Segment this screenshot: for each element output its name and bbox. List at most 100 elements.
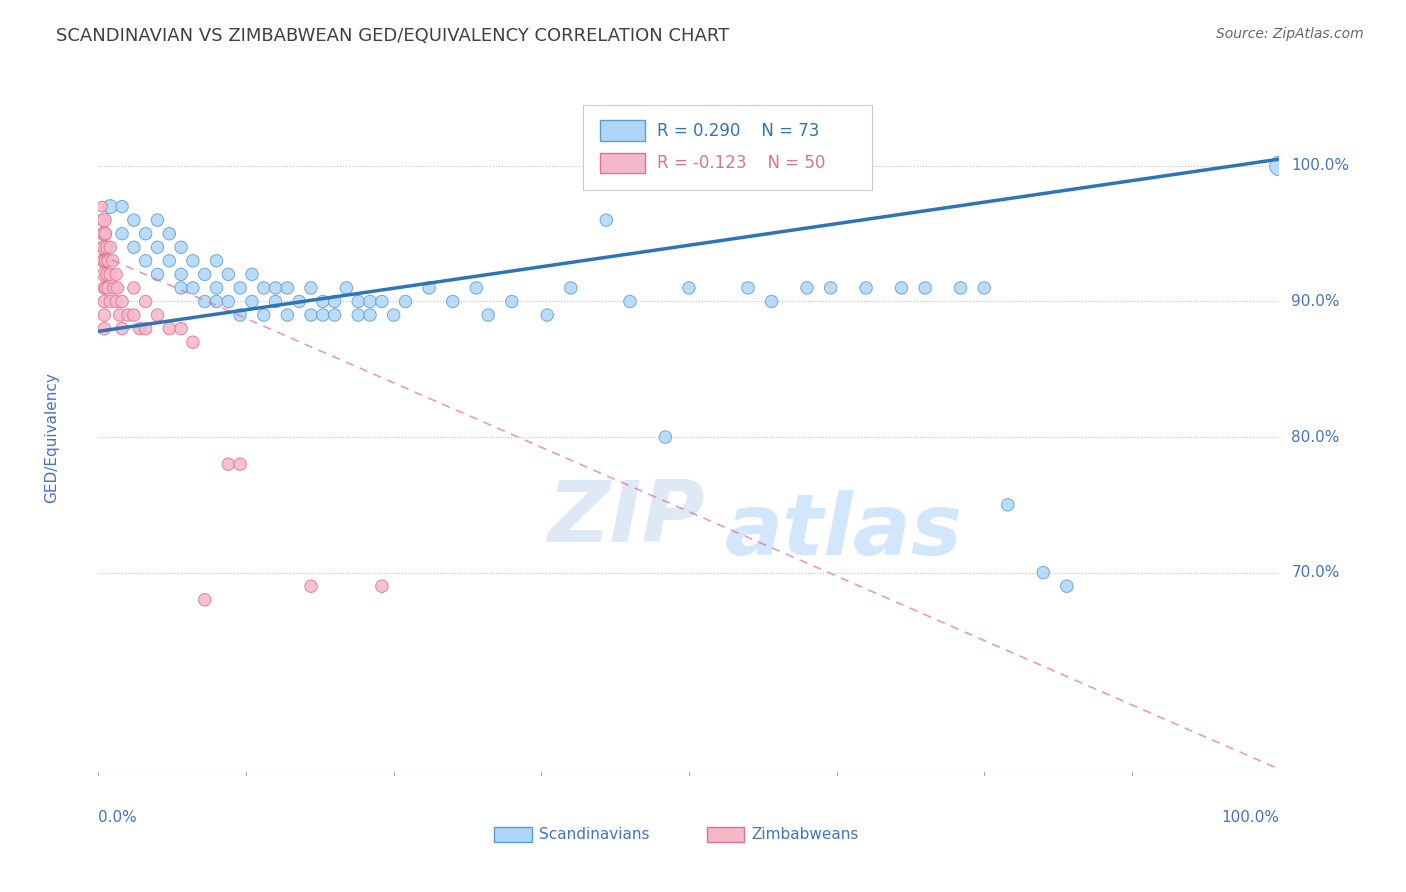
Text: 100.0%: 100.0% (1291, 159, 1350, 173)
Point (98, 294, 121, 309)
Point (394, 294, 416, 309)
Point (108, 308, 131, 322)
Point (382, 308, 405, 322)
Point (678, 281, 700, 295)
Point (111, 321, 134, 335)
Point (914, 281, 936, 295)
Point (194, 294, 217, 309)
Point (96, 240, 118, 254)
Point (122, 281, 145, 295)
Point (93, 268, 115, 282)
Point (323, 308, 346, 322)
Point (117, 308, 139, 322)
Point (157, 321, 180, 335)
Point (595, 213, 617, 227)
Point (820, 281, 842, 295)
Point (96, 268, 118, 282)
Point (135, 227, 157, 241)
Point (253, 308, 276, 322)
Point (146, 268, 169, 282)
Point (229, 281, 252, 295)
Point (253, 281, 276, 295)
FancyBboxPatch shape (494, 827, 531, 842)
Point (105, 281, 128, 295)
Point (205, 281, 228, 295)
Point (418, 281, 440, 295)
Point (93, 321, 115, 335)
Text: Scandinavians: Scandinavians (538, 827, 650, 842)
Point (229, 308, 252, 322)
Point (111, 200, 134, 214)
Text: 90.0%: 90.0% (1291, 294, 1340, 309)
Point (105, 268, 128, 282)
Text: ZIP: ZIP (547, 477, 704, 560)
Point (890, 281, 912, 295)
Point (128, 321, 150, 335)
Point (973, 281, 995, 295)
Point (91, 200, 114, 214)
Point (98, 200, 121, 214)
Point (761, 294, 783, 309)
Point (146, 308, 169, 322)
Point (560, 281, 582, 295)
Text: 70.0%: 70.0% (1291, 566, 1340, 580)
Point (91, 240, 114, 254)
Point (97, 253, 120, 268)
Point (288, 294, 311, 309)
Point (157, 253, 180, 268)
FancyBboxPatch shape (707, 827, 744, 842)
Point (122, 240, 145, 254)
Point (796, 281, 818, 295)
Point (737, 281, 759, 295)
Point (93, 308, 115, 322)
Point (299, 579, 322, 593)
Point (135, 253, 157, 268)
Point (276, 281, 298, 295)
Point (240, 268, 263, 282)
Point (135, 294, 157, 309)
Point (93, 253, 115, 268)
Text: SCANDINAVIAN VS ZIMBABWEAN GED/EQUIVALENCY CORRELATION CHART: SCANDINAVIAN VS ZIMBABWEAN GED/EQUIVALEN… (56, 27, 730, 45)
Text: R = 0.290    N = 73: R = 0.290 N = 73 (657, 121, 820, 140)
Point (323, 294, 346, 309)
Point (94, 253, 117, 268)
Point (146, 213, 169, 227)
Point (654, 430, 676, 444)
Point (855, 281, 877, 295)
Point (93, 227, 115, 241)
Point (477, 308, 499, 322)
Text: Source: ZipAtlas.com: Source: ZipAtlas.com (1216, 27, 1364, 41)
Point (312, 294, 335, 309)
Point (94, 227, 117, 241)
Point (98, 268, 121, 282)
FancyBboxPatch shape (600, 153, 645, 173)
Text: atlas: atlas (724, 491, 963, 574)
Point (194, 592, 217, 607)
Point (170, 240, 193, 254)
Point (949, 281, 972, 295)
Point (359, 308, 381, 322)
Point (371, 294, 394, 309)
Text: R = -0.123    N = 50: R = -0.123 N = 50 (657, 154, 825, 172)
Point (264, 281, 287, 295)
Point (465, 281, 488, 295)
Point (135, 321, 157, 335)
Point (91, 227, 114, 241)
Point (105, 294, 128, 309)
Point (170, 268, 193, 282)
Point (205, 294, 228, 309)
Point (441, 294, 464, 309)
Point (122, 213, 145, 227)
Text: Zimbabweans: Zimbabweans (752, 827, 859, 842)
Point (276, 308, 298, 322)
Point (91, 213, 114, 227)
Point (217, 457, 239, 471)
Point (997, 498, 1019, 512)
Text: GED/Equivalency: GED/Equivalency (44, 372, 59, 502)
Point (181, 281, 204, 295)
Point (371, 579, 394, 593)
Point (91, 213, 114, 227)
Point (93, 294, 115, 309)
Point (97, 281, 120, 295)
Point (1268, 159, 1291, 173)
